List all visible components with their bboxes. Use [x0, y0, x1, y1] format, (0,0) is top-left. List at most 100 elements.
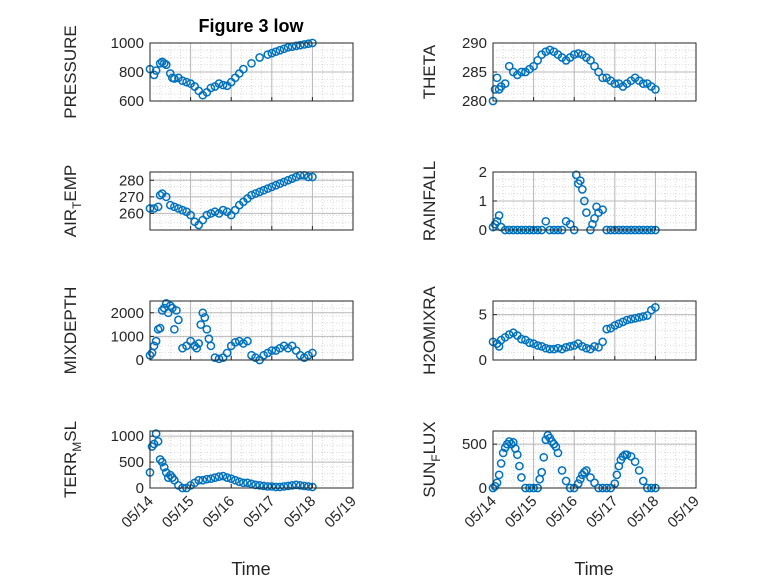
data-point: [200, 313, 210, 322]
data-point: [308, 172, 317, 182]
data-point: [202, 210, 212, 220]
y-tick-label: 1000: [111, 35, 144, 52]
data-point: [275, 179, 285, 188]
data-point: [565, 342, 575, 351]
data-point: [618, 452, 628, 461]
data-point: [575, 474, 585, 484]
data-point: [630, 313, 640, 323]
data-point: [569, 50, 579, 59]
y-tick-label: 500: [462, 436, 487, 453]
data-point: [553, 343, 563, 353]
axes-box: [149, 171, 354, 231]
data-point: [299, 481, 309, 491]
data-point: [569, 341, 579, 350]
y-tick-label: 290: [462, 35, 487, 52]
data-point: [515, 461, 524, 471]
data-point: [198, 308, 208, 318]
data-point: [234, 477, 244, 487]
data-point: [602, 324, 612, 334]
y-tick-label: 0: [479, 222, 487, 239]
data-point: [545, 45, 555, 55]
data-point: [291, 41, 301, 51]
y-tick-label: 0: [479, 352, 487, 369]
data-point: [243, 478, 252, 488]
data-point: [247, 58, 256, 68]
data-point: [226, 474, 236, 484]
data-point: [247, 190, 256, 200]
y-tick-label: 270: [119, 189, 144, 206]
data-point: [210, 207, 220, 217]
data-point: [529, 339, 538, 349]
data-point: [582, 208, 591, 217]
data-point: [283, 43, 293, 52]
data-point: [622, 450, 632, 460]
data-point: [178, 205, 187, 215]
data-point: [598, 337, 607, 347]
data-point: [626, 452, 636, 461]
data-point: [267, 346, 277, 355]
data-point: [494, 211, 504, 220]
data-point: [614, 319, 624, 329]
data-point: [214, 79, 224, 88]
data-point: [170, 475, 179, 485]
data-point: [279, 44, 289, 54]
data-point: [308, 482, 317, 492]
data-point: [638, 312, 648, 321]
data-point: [299, 40, 309, 49]
data-point: [634, 312, 644, 322]
data-point: [582, 466, 591, 475]
y-axis-label: PRESSURE: [61, 25, 80, 119]
data-point: [202, 474, 212, 484]
y-tick-label: 280: [119, 172, 144, 189]
data-point: [194, 339, 204, 348]
data-point: [170, 324, 179, 334]
data-point: [263, 184, 273, 193]
y-tick-label: 2: [479, 164, 487, 181]
data-point: [192, 343, 202, 353]
data-point: [541, 47, 551, 57]
data-point: [170, 202, 179, 212]
data-point: [210, 353, 220, 362]
y-axis-label: RAINFALL: [420, 161, 439, 241]
y-tick-label: 285: [462, 64, 487, 81]
data-point: [638, 476, 648, 486]
data-point: [267, 48, 277, 58]
data-point: [561, 476, 571, 486]
data-point: [174, 204, 183, 213]
data-point: [557, 466, 567, 475]
data-point: [155, 58, 165, 68]
data-point: [577, 342, 587, 351]
data-point: [279, 482, 289, 491]
data-point: [541, 343, 551, 353]
data-point: [218, 205, 228, 215]
subplot-6: 0 5 H2OMIXRA: [420, 285, 697, 375]
subplot-2: 280 285 290 THETA: [420, 35, 697, 110]
subplot-4: 0 1 2 RAINFALL: [420, 161, 697, 241]
data-point: [618, 317, 628, 327]
y-tick-label: 260: [119, 205, 144, 222]
data-point: [594, 67, 603, 77]
y-tick-label: 0: [136, 480, 144, 497]
data-point: [174, 315, 183, 325]
data-point: [573, 479, 583, 488]
data-point: [539, 452, 549, 462]
data-point: [626, 314, 636, 324]
data-point: [525, 338, 534, 348]
y-tick-label: 800: [119, 64, 144, 81]
data-point: [255, 187, 264, 197]
data-point: [287, 481, 297, 490]
data-point: [291, 172, 301, 182]
data-point: [218, 80, 228, 90]
data-point: [565, 219, 575, 229]
data-point: [529, 61, 538, 71]
y-tick-label: 1: [479, 193, 487, 210]
data-point: [651, 85, 660, 94]
data-point: [517, 67, 526, 77]
x-axis-label-right: Time: [574, 559, 613, 579]
data-point: [630, 457, 640, 467]
y-tick-label: 1000: [111, 328, 144, 345]
data-point: [161, 60, 171, 70]
data-point: [580, 196, 589, 206]
